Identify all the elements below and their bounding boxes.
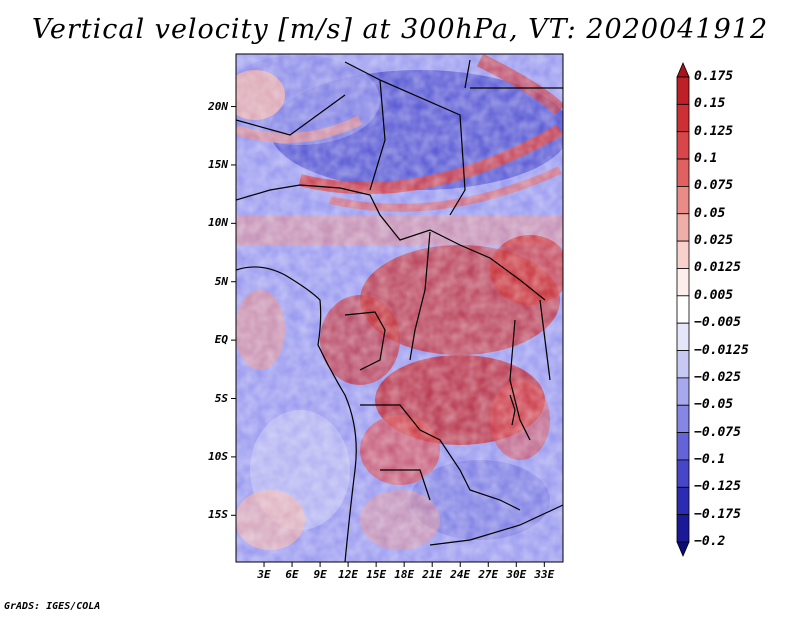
colorbar-label: −0.0125 (694, 342, 749, 358)
lon-tick-label: 18E (394, 568, 415, 581)
colorbar-segment (676, 158, 690, 187)
lon-tick-label: 12E (338, 568, 359, 581)
lat-tick-label: EQ (214, 333, 228, 347)
colorbar-segment (676, 240, 690, 269)
colorbar-top-arrow (676, 61, 690, 78)
lat-tick-label: 15N (208, 157, 228, 171)
lat-tick-label: 10N (208, 216, 228, 230)
colorbar-segment (676, 268, 690, 297)
colorbar-label: −0.125 (694, 479, 741, 495)
colorbar-label: −0.025 (694, 369, 741, 385)
lon-tick-label: 9E (313, 568, 327, 581)
colorbar-segment (676, 432, 690, 461)
lat-tick-label: 15S (208, 508, 228, 522)
colorbar-label: 0.075 (694, 178, 734, 194)
colorbar-label: 0.05 (694, 205, 726, 221)
colorbar-label: 0.125 (694, 123, 734, 139)
credit-text: GrADS: IGES/COLA (4, 601, 101, 612)
colorbar-bottom-arrow (676, 541, 690, 558)
lon-tick-label: 15E (366, 568, 387, 581)
colorbar-label: −0.075 (694, 424, 741, 440)
colorbar-label: 0.005 (694, 287, 734, 303)
lat-tick-label: 10S (208, 449, 228, 463)
colorbar-segment (676, 404, 690, 433)
colorbar-label: 0.0125 (694, 260, 741, 276)
lon-tick-label: 24E (450, 568, 471, 581)
lon-tick-label: 30E (506, 568, 527, 581)
colorbar-label: −0.175 (694, 506, 741, 522)
colorbar-label: −0.1 (694, 451, 726, 467)
colorbar-label: 0.15 (694, 96, 726, 112)
colorbar-segment (676, 103, 690, 133)
map-frame (235, 53, 564, 563)
colorbar-segment (676, 76, 690, 105)
colorbar-label: −0.05 (694, 397, 734, 413)
colorbar-segment (676, 213, 690, 242)
lon-tick-label: 33E (534, 568, 555, 581)
colorbar-segment (676, 295, 690, 324)
colorbar-label: 0.025 (694, 233, 734, 249)
lon-tick-label: 27E (478, 568, 499, 581)
colorbar-segment (676, 514, 690, 543)
colorbar-segment (676, 486, 690, 516)
country-borders (236, 59, 563, 562)
colorbar-label: 0.175 (694, 69, 734, 84)
colorbar-segment (676, 186, 690, 215)
lat-tick-label: 5N (214, 274, 228, 288)
colorbar-segment (676, 131, 690, 160)
colorbar-segment (676, 459, 690, 488)
velocity-field (236, 54, 563, 562)
colorbar-segment (676, 377, 690, 406)
colorbar-segment (676, 350, 690, 379)
lat-tick-label: 20N (208, 99, 228, 113)
chart-title: Vertical velocity [m/s] at 300hPa, VT: 2… (31, 14, 769, 45)
lon-tick-label: 3E (257, 568, 271, 581)
lon-tick-label: 6E (285, 568, 299, 581)
colorbar-label: −0.005 (694, 315, 741, 331)
lat-tick-label: 5S (214, 391, 228, 405)
lon-tick-label: 21E (422, 568, 443, 581)
colorbar-label: 0.1 (694, 151, 718, 167)
colorbar-label: −0.2 (694, 534, 726, 549)
colorbar-segment (676, 322, 690, 351)
